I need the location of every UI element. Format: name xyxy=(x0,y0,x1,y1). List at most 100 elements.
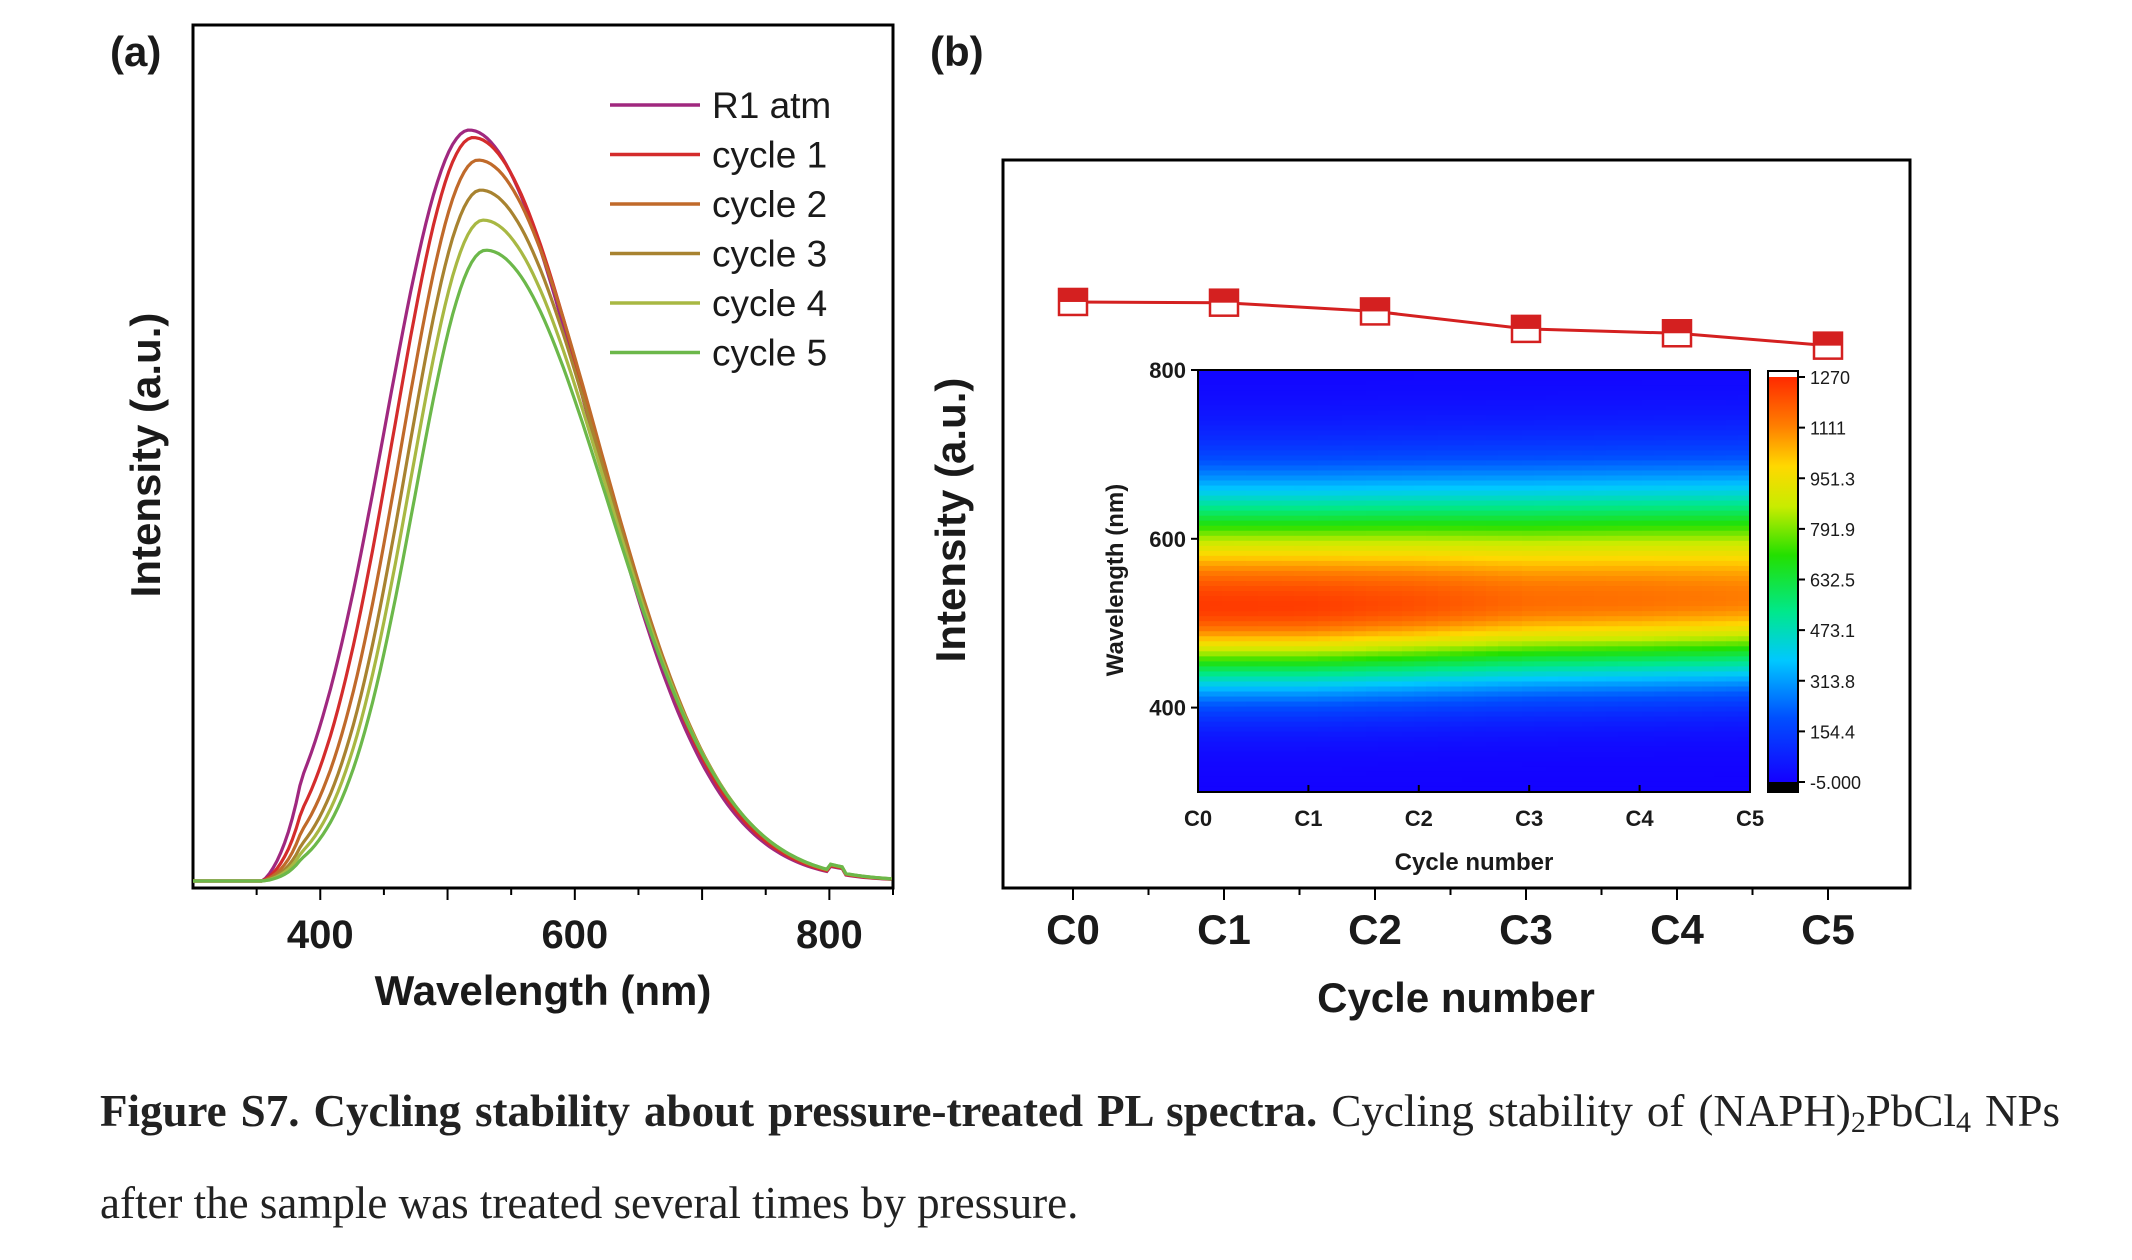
heatmap-cell xyxy=(1522,586,1535,592)
panel-b-x-tick-label: C2 xyxy=(1348,906,1402,953)
heatmap-cell xyxy=(1354,565,1367,572)
heatmap-cell xyxy=(1222,410,1235,416)
heatmap-cell xyxy=(1402,656,1415,662)
heatmap-cell xyxy=(1270,741,1283,748)
heatmap-cell xyxy=(1342,716,1355,723)
heatmap-cell xyxy=(1354,505,1367,512)
heatmap-cell xyxy=(1702,495,1715,502)
heatmap-cell xyxy=(1222,676,1235,683)
heatmap-cell xyxy=(1582,430,1595,436)
heatmap-cell xyxy=(1222,505,1235,512)
heatmap-cell xyxy=(1690,450,1703,456)
heatmap-cell xyxy=(1342,470,1355,477)
heatmap-cell xyxy=(1738,550,1751,557)
heatmap-cell xyxy=(1342,535,1355,542)
heatmap-cell xyxy=(1330,400,1343,406)
heatmap-cell xyxy=(1282,726,1295,733)
heatmap-cell xyxy=(1450,385,1463,391)
heatmap-cell xyxy=(1450,731,1463,738)
heatmap-cell xyxy=(1474,746,1487,753)
heatmap-cell xyxy=(1246,500,1259,507)
heatmap-cell xyxy=(1570,591,1583,597)
heatmap-cell xyxy=(1474,490,1487,497)
heatmap-cell xyxy=(1402,631,1415,637)
heatmap-cell xyxy=(1702,766,1715,773)
heatmap-cell xyxy=(1510,545,1523,552)
heatmap-cell xyxy=(1582,455,1595,462)
heatmap-cell xyxy=(1342,465,1355,472)
heatmap-cell xyxy=(1282,460,1295,467)
heatmap-cell xyxy=(1570,761,1583,768)
heatmap-cell xyxy=(1678,696,1691,703)
heatmap-cell xyxy=(1330,621,1343,627)
heatmap-cell xyxy=(1318,631,1331,637)
heatmap-cell xyxy=(1234,535,1247,542)
heatmap-cell xyxy=(1690,565,1703,572)
heatmap-cell xyxy=(1294,525,1307,532)
heatmap-cell xyxy=(1246,766,1259,773)
heatmap-cell xyxy=(1510,445,1523,451)
heatmap-cell xyxy=(1234,766,1247,773)
heatmap-cell xyxy=(1270,515,1283,522)
heatmap-cell xyxy=(1474,661,1487,667)
heatmap-cell xyxy=(1558,435,1571,441)
heatmap-cell xyxy=(1690,676,1703,683)
heatmap-cell xyxy=(1414,410,1427,416)
heatmap-cell xyxy=(1222,706,1235,713)
heatmap-cell xyxy=(1726,535,1739,542)
heatmap-cell xyxy=(1582,395,1595,401)
heatmap-cell xyxy=(1222,586,1235,592)
heatmap-cell xyxy=(1534,530,1547,537)
heatmap-cell xyxy=(1618,370,1631,376)
heatmap-cell xyxy=(1210,495,1223,502)
heatmap-cell xyxy=(1690,646,1703,652)
heatmap-cell xyxy=(1330,455,1343,462)
heatmap-cell xyxy=(1726,395,1739,401)
heatmap-cell xyxy=(1294,460,1307,467)
heatmap-cell xyxy=(1702,706,1715,713)
heatmap-cell xyxy=(1222,731,1235,738)
heatmap-cell xyxy=(1702,385,1715,391)
heatmap-cell xyxy=(1390,410,1403,416)
heatmap-cell xyxy=(1366,601,1379,607)
heatmap-cell xyxy=(1546,631,1559,637)
heatmap-cell xyxy=(1702,470,1715,477)
heatmap-cell xyxy=(1294,540,1307,547)
heatmap-cell xyxy=(1318,721,1331,728)
heatmap-cell xyxy=(1606,591,1619,597)
heatmap-cell xyxy=(1738,510,1751,517)
heatmap-cell xyxy=(1234,485,1247,492)
heatmap-cell xyxy=(1582,771,1595,778)
heatmap-cell xyxy=(1402,646,1415,652)
heatmap-cell xyxy=(1630,651,1643,657)
heatmap-cell xyxy=(1546,430,1559,436)
heatmap-cell xyxy=(1558,636,1571,642)
heatmap-cell xyxy=(1378,495,1391,502)
heatmap-cell xyxy=(1318,676,1331,683)
heatmap-cell xyxy=(1474,741,1487,748)
heatmap-cell xyxy=(1330,716,1343,723)
heatmap-cell xyxy=(1558,440,1571,446)
heatmap-cell xyxy=(1534,746,1547,753)
heatmap-cell xyxy=(1270,455,1283,462)
heatmap-cell xyxy=(1414,405,1427,411)
heatmap-cell xyxy=(1450,656,1463,662)
heatmap-cell xyxy=(1462,390,1475,396)
heatmap-cell xyxy=(1546,395,1559,401)
heatmap-cell xyxy=(1270,701,1283,708)
heatmap-cell xyxy=(1474,671,1487,678)
heatmap-cell xyxy=(1714,380,1727,386)
heatmap-cell xyxy=(1630,385,1643,391)
heatmap-cell xyxy=(1426,696,1439,703)
heatmap-cell xyxy=(1366,686,1379,693)
heatmap-cell xyxy=(1438,656,1451,662)
heatmap-cell xyxy=(1654,395,1667,401)
heatmap-cell xyxy=(1366,485,1379,492)
heatmap-cell xyxy=(1450,370,1463,376)
heatmap-cell xyxy=(1330,681,1343,688)
heatmap-cell xyxy=(1366,766,1379,773)
heatmap-cell xyxy=(1654,621,1667,627)
heatmap-cell xyxy=(1582,666,1595,673)
heatmap-cell xyxy=(1210,435,1223,441)
heatmap-cell xyxy=(1666,450,1679,456)
